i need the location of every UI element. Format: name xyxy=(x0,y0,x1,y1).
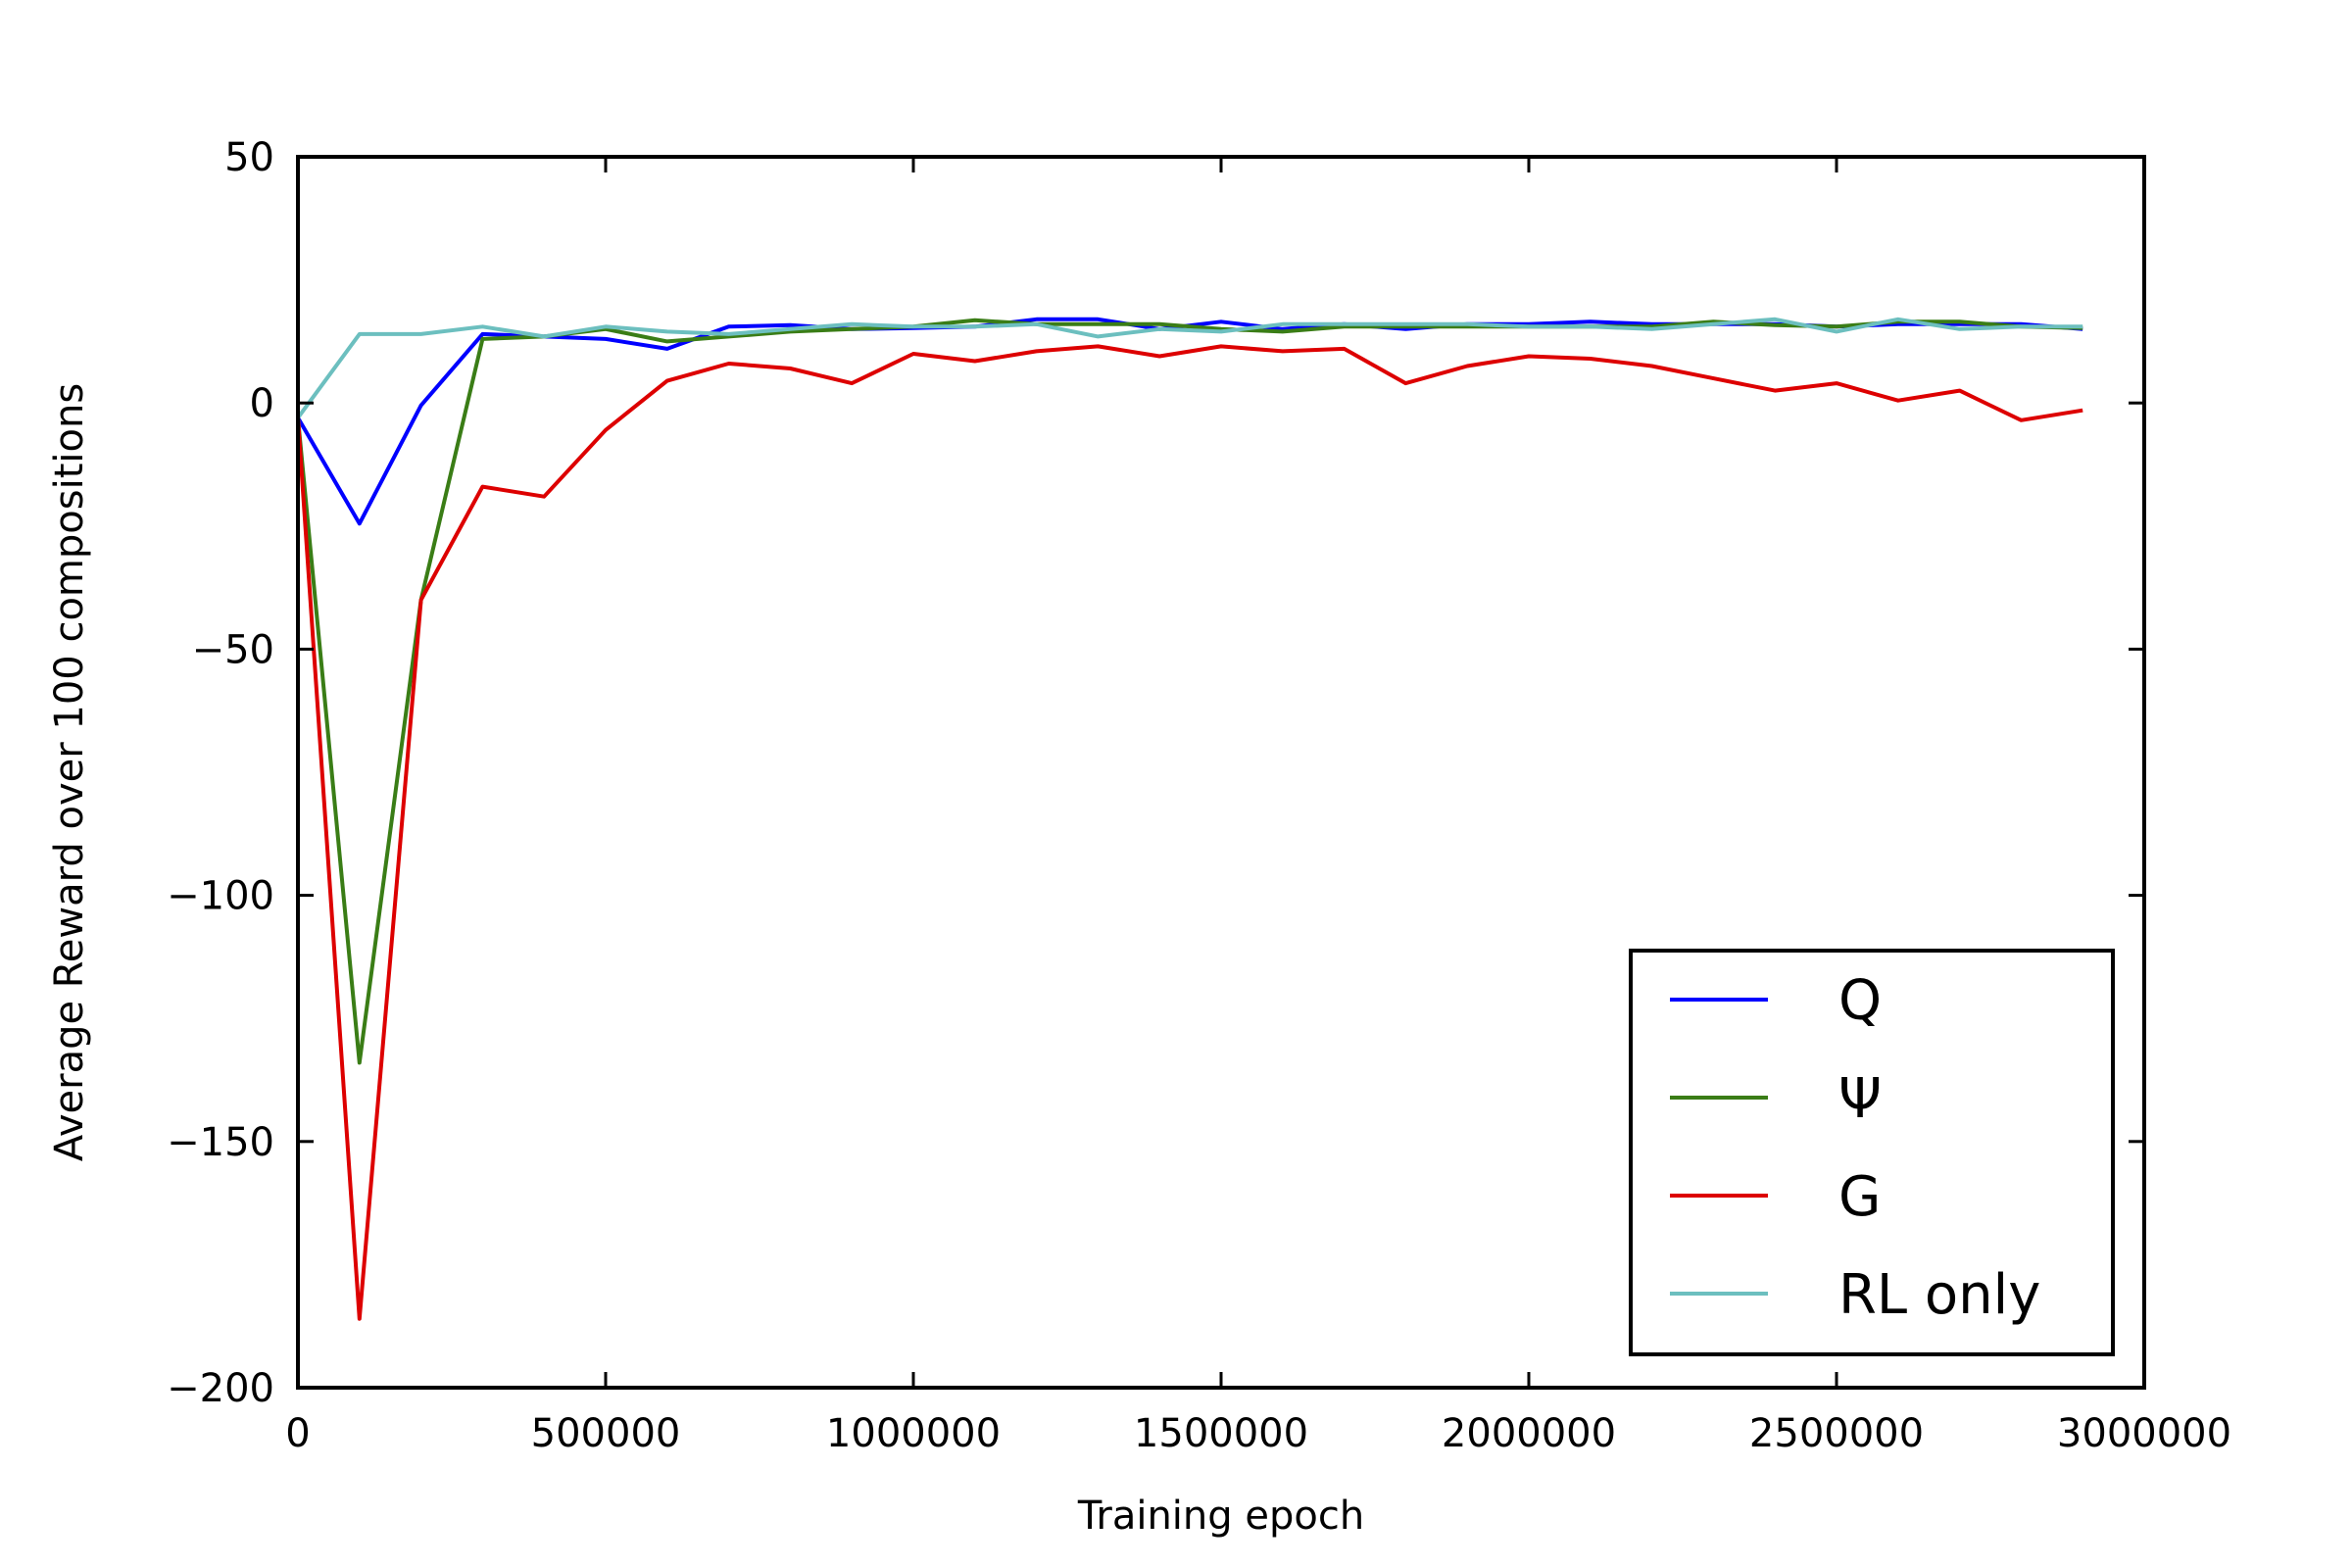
y-tick-label: −150 xyxy=(167,1120,274,1165)
legend-frame xyxy=(1629,949,2115,1356)
y-tick-label: 0 xyxy=(250,381,274,426)
x-tick-label: 2500000 xyxy=(1749,1411,1924,1456)
series-layer xyxy=(298,317,2083,1321)
x-tick-label: 2000000 xyxy=(1442,1411,1616,1456)
series-line-1 xyxy=(298,318,2083,1065)
x-tick-label: 0 xyxy=(285,1411,310,1456)
y-tick-label: −100 xyxy=(167,874,274,919)
series-line-3 xyxy=(298,317,2083,419)
legend: QΨG RL only xyxy=(1629,949,2115,1356)
ticks-layer: 0 500000 1000000 1500000 2000000 2500000 30000… xyxy=(167,135,2231,1456)
y-tick-label: −50 xyxy=(192,627,274,672)
x-tick-label: 500000 xyxy=(531,1411,681,1456)
legend-label-3: RL only xyxy=(1838,1263,2040,1327)
legend-entries: QΨG RL only xyxy=(1670,969,2040,1327)
x-axis-label: Training epoch xyxy=(1077,1494,1364,1539)
plot-frame xyxy=(296,155,2146,1390)
x-tick-label: 1000000 xyxy=(826,1411,1001,1456)
legend-label-1: Ψ xyxy=(1838,1067,1882,1131)
y-tick-label: −200 xyxy=(167,1366,274,1411)
legend-label-2: G xyxy=(1838,1165,1881,1229)
y-tick-label: 50 xyxy=(224,135,274,180)
series-line-2 xyxy=(298,344,2083,1321)
x-tick-label: 3000000 xyxy=(2057,1411,2231,1456)
y-axis-label: Average Reward over 100 compositions xyxy=(47,383,92,1161)
legend-label-0: Q xyxy=(1838,969,1882,1033)
x-tick-label: 1500000 xyxy=(1134,1411,1308,1456)
